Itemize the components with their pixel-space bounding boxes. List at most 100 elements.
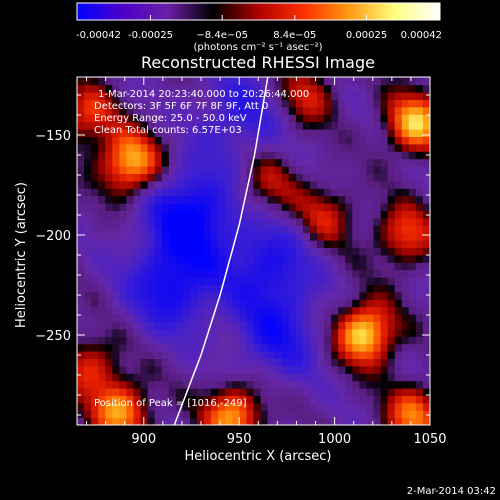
heatmap-cell xyxy=(260,328,269,337)
heatmap-cell xyxy=(232,129,240,137)
heatmap-cell xyxy=(147,306,156,315)
heatmap-cell xyxy=(168,358,177,367)
heatmap-cell xyxy=(246,77,255,86)
heatmap-cell xyxy=(105,247,113,256)
heatmap-cell xyxy=(324,158,332,167)
heatmap-cell xyxy=(175,373,184,382)
heatmap-cell xyxy=(288,195,297,204)
heatmap-cell xyxy=(133,180,142,189)
heatmap-cell xyxy=(260,77,269,86)
heatmap-cell xyxy=(204,388,212,396)
heatmap-cell xyxy=(415,84,424,93)
heatmap-cell xyxy=(175,188,184,197)
heatmap-cell xyxy=(112,143,120,152)
heatmap-cell xyxy=(295,158,304,167)
heatmap-cell xyxy=(387,291,396,300)
heatmap-cell xyxy=(253,143,262,152)
heatmap-cell xyxy=(91,247,99,256)
heatmap-cell xyxy=(267,373,276,382)
info-overlay: 1-Mar-2014 20:23:40.000 to 20:26:44.000 … xyxy=(94,89,309,409)
heatmap-cell xyxy=(408,180,417,189)
heatmap-cell xyxy=(154,291,163,300)
heatmap-cell xyxy=(380,417,389,425)
heatmap-cell xyxy=(317,77,325,86)
heatmap-cell xyxy=(105,99,113,108)
heatmap-cell xyxy=(218,195,226,204)
heatmap-cell xyxy=(239,402,248,411)
heatmap-cell xyxy=(274,365,283,374)
heatmap-cell xyxy=(415,121,424,130)
heatmap-cell xyxy=(310,240,318,248)
heatmap-cell xyxy=(324,277,332,285)
heatmap-cell xyxy=(182,151,191,160)
heatmap-cell xyxy=(317,365,325,374)
heatmap-cell xyxy=(232,291,240,300)
heatmap-cell xyxy=(415,195,424,204)
heatmap-cell xyxy=(267,129,276,137)
heatmap-cell xyxy=(401,203,410,211)
heatmap-cell xyxy=(387,314,396,322)
heatmap-cell xyxy=(232,262,240,271)
heatmap-cell xyxy=(274,314,283,322)
heatmap-cell xyxy=(324,210,332,219)
heatmap-cell xyxy=(246,336,255,345)
heatmap-cell xyxy=(394,373,403,382)
heatmap-cell xyxy=(147,92,156,100)
heatmap-cell xyxy=(140,314,149,322)
heatmap-cell xyxy=(373,143,382,152)
heatmap-cell xyxy=(310,328,318,337)
heatmap-cell xyxy=(182,180,191,189)
heatmap-cell xyxy=(105,225,113,234)
heatmap-cell xyxy=(281,77,290,86)
heatmap-cell xyxy=(295,328,304,337)
heatmap-cell xyxy=(126,269,135,278)
heatmap-cell xyxy=(126,336,135,345)
heatmap-cell xyxy=(373,365,382,374)
heatmap-cell xyxy=(274,114,283,123)
heatmap-cell xyxy=(91,114,99,123)
heatmap-cell xyxy=(84,240,92,248)
heatmap-cell xyxy=(415,373,424,382)
heatmap-cell xyxy=(253,358,262,367)
heatmap-cell xyxy=(246,343,255,352)
heatmap-cell xyxy=(182,203,191,211)
heatmap-cell xyxy=(331,314,339,322)
heatmap-cell xyxy=(317,151,325,160)
heatmap-cell xyxy=(154,232,163,241)
heatmap-cell xyxy=(91,358,99,367)
heatmap-cell xyxy=(133,173,142,182)
heatmap-cell xyxy=(98,180,106,189)
heatmap-cell xyxy=(288,188,297,197)
heatmap-cell xyxy=(218,402,226,411)
heatmap-cell xyxy=(267,247,276,256)
heatmap-cell xyxy=(288,217,297,226)
heatmap-cell xyxy=(246,254,255,263)
heatmap-cell xyxy=(239,410,248,419)
heatmap-cell xyxy=(197,321,205,330)
heatmap-cell xyxy=(324,328,332,337)
heatmap-cell xyxy=(324,254,332,263)
heatmap-cell xyxy=(387,254,396,263)
heatmap-cell xyxy=(288,314,297,322)
heatmap-cell xyxy=(274,336,283,345)
heatmap-cell xyxy=(408,358,417,367)
heatmap-cell xyxy=(310,210,318,219)
heatmap-cell xyxy=(408,402,417,411)
heatmap-cell xyxy=(274,299,283,308)
colorbar-gradient xyxy=(76,2,441,21)
heatmap-cell xyxy=(422,129,430,137)
heatmap-cell xyxy=(415,328,424,337)
heatmap-cell xyxy=(175,291,184,300)
heatmap-cell xyxy=(232,365,240,374)
heatmap-cell xyxy=(338,299,346,308)
heatmap-cell xyxy=(154,388,163,396)
heatmap-cell xyxy=(422,180,430,189)
heatmap-cell xyxy=(211,254,219,263)
heatmap-cell xyxy=(204,188,212,197)
heatmap-cell xyxy=(366,203,375,211)
heatmap-cell xyxy=(91,380,99,389)
heatmap-cell xyxy=(246,129,255,137)
heatmap-cell xyxy=(260,232,269,241)
heatmap-cell xyxy=(331,173,339,182)
heatmap-cell xyxy=(119,380,128,389)
